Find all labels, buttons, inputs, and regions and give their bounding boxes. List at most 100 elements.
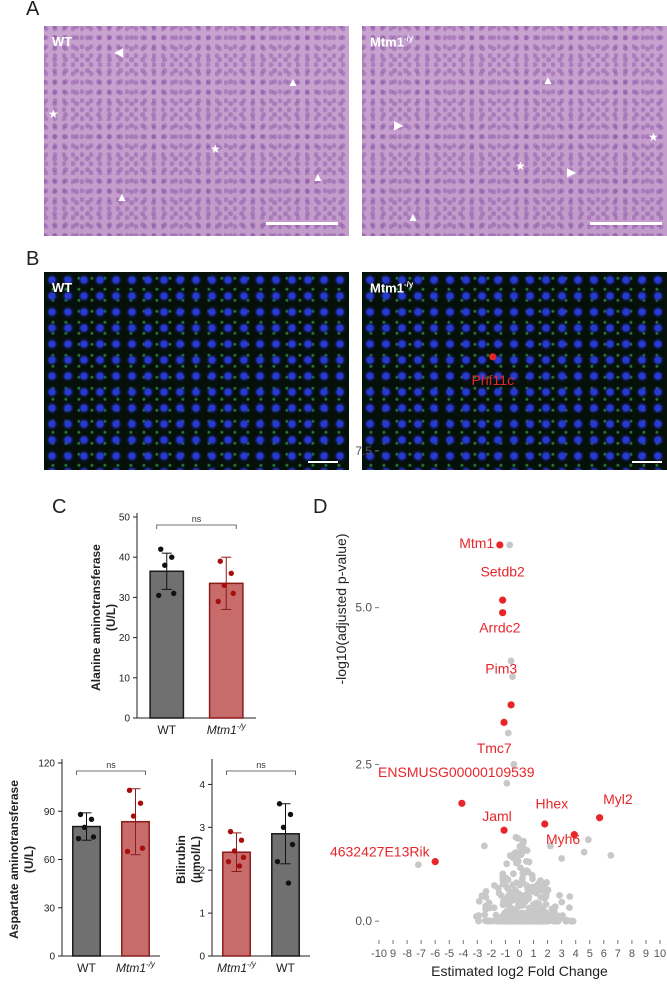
micrograph-label: Mtm1-/y (370, 280, 414, 296)
background-gene-point (503, 860, 511, 868)
bilirubin-bar-chart: 0 1 2 3 4 Bilirubin(µmol/L) Mtm1-/y WT ns (174, 759, 310, 975)
background-gene-point (473, 913, 480, 920)
y-tick-label: 3 (199, 823, 205, 834)
background-gene-point (519, 879, 527, 887)
y-axis-label: Bilirubin(µmol/L) (174, 835, 203, 884)
background-gene-point (607, 851, 615, 859)
background-gene-point (566, 893, 574, 900)
micrograph-label: WT (52, 34, 73, 49)
gene-label: 4632427E13Rik (330, 844, 431, 860)
arrowhead-marker: ▲ (407, 210, 419, 224)
data-point (276, 801, 283, 807)
x-tick-label: -4 (458, 948, 468, 960)
category-label: Mtm1-/y (116, 960, 156, 975)
highlighted-gene-point (541, 820, 549, 828)
data-point (88, 816, 95, 822)
background-gene-point (499, 870, 507, 878)
data-point (81, 824, 88, 831)
bar (149, 570, 185, 719)
scale-bar (590, 222, 662, 225)
data-point (225, 858, 232, 865)
data-point (169, 554, 175, 560)
arrowhead-marker: ◀ (114, 45, 124, 59)
data-point (287, 811, 294, 818)
category-label: WT (77, 961, 96, 975)
background-gene-point (565, 904, 573, 912)
x-axis-label: Estimated log2 Fold Change (431, 963, 608, 979)
x-tick-label: -10 (371, 948, 387, 960)
x-tick-label: -5 (444, 948, 454, 960)
highlighted-gene-point (570, 831, 578, 839)
panel-letter-a: A (26, 0, 40, 20)
arrowhead-marker: ▶ (567, 165, 577, 179)
y-tick-label: 1 (199, 909, 205, 920)
x-tick-label: -2 (487, 948, 497, 960)
star-marker: ★ (48, 107, 59, 121)
background-gene-point (519, 839, 527, 847)
background-gene-point (543, 879, 550, 886)
category-label: Mtm1-/y (207, 722, 247, 737)
background-gene-point (495, 915, 503, 922)
gene-label: Myl2 (603, 791, 633, 807)
background-gene-point (558, 855, 566, 862)
background-gene-point (522, 857, 530, 865)
gene-label: Setdb2 (480, 563, 525, 579)
background-gene-point (569, 917, 577, 925)
background-gene-point (524, 886, 532, 893)
background-gene-point (551, 903, 559, 911)
background-gene-point (480, 842, 488, 850)
arrowhead-marker: ▶ (394, 118, 404, 132)
highlighted-gene-point (500, 718, 508, 727)
x-tick-label: -6 (430, 948, 440, 960)
background-gene-point (537, 917, 545, 925)
scale-bar (266, 222, 338, 225)
significance-label: ns (106, 760, 116, 770)
background-gene-point (510, 761, 518, 768)
x-tick-label: 2 (545, 948, 551, 960)
data-point (221, 582, 227, 589)
background-gene-point (558, 898, 566, 906)
significance-label: ns (256, 760, 266, 770)
highlighted-gene-point (595, 814, 604, 822)
data-point (231, 848, 238, 854)
background-gene-point (525, 895, 532, 903)
x-tick-label: 9 (390, 948, 396, 960)
micrograph-label: Mtm1-/y (370, 34, 414, 50)
star-marker: ★ (648, 130, 659, 144)
star-marker: ★ (515, 159, 526, 173)
gene-label: Tmc7 (477, 740, 512, 756)
background-gene-point (506, 917, 514, 925)
background-gene-point (514, 857, 522, 865)
background-gene-point (542, 900, 550, 908)
significance-bracket (76, 770, 146, 775)
significance-bracket (156, 524, 237, 529)
arrowhead-marker: ▲ (312, 170, 324, 184)
background-gene-point (414, 861, 422, 869)
background-gene-point (475, 897, 483, 905)
data-point (280, 824, 287, 831)
gene-label: ENSMUSG00000109539 (378, 764, 535, 780)
if-micrograph-wt: WT (44, 272, 349, 470)
x-tick-label: -1 (501, 948, 511, 960)
alt-bar-chart: 0 10 20 30 40 50 Alanine aminotransferase(U/L)… (89, 513, 256, 737)
gene-label: Mtm1 (459, 535, 494, 551)
background-gene-point (504, 729, 512, 737)
background-gene-point (513, 910, 521, 918)
highlighted-gene-point (499, 596, 507, 604)
y-tick-label: 20 (119, 633, 131, 644)
highlighted-gene-point (507, 701, 515, 709)
highlighted-gene-point (500, 826, 508, 834)
panel-letter-d: D (313, 496, 328, 518)
background-gene-point (519, 894, 527, 901)
x-tick-label: 1 (530, 948, 536, 960)
background-gene-point (523, 867, 530, 875)
background-gene-point (495, 889, 503, 897)
y-tick-label: 0 (199, 952, 205, 963)
y-tick-label: 2.5 (355, 757, 372, 771)
background-gene-point (482, 893, 490, 901)
y-tick-label: 2 (199, 866, 205, 877)
highlighted-gene-point (499, 609, 507, 617)
y-tick-label: 90 (44, 807, 56, 818)
background-gene-point (517, 851, 525, 859)
gene-label: Pim3 (485, 660, 517, 676)
